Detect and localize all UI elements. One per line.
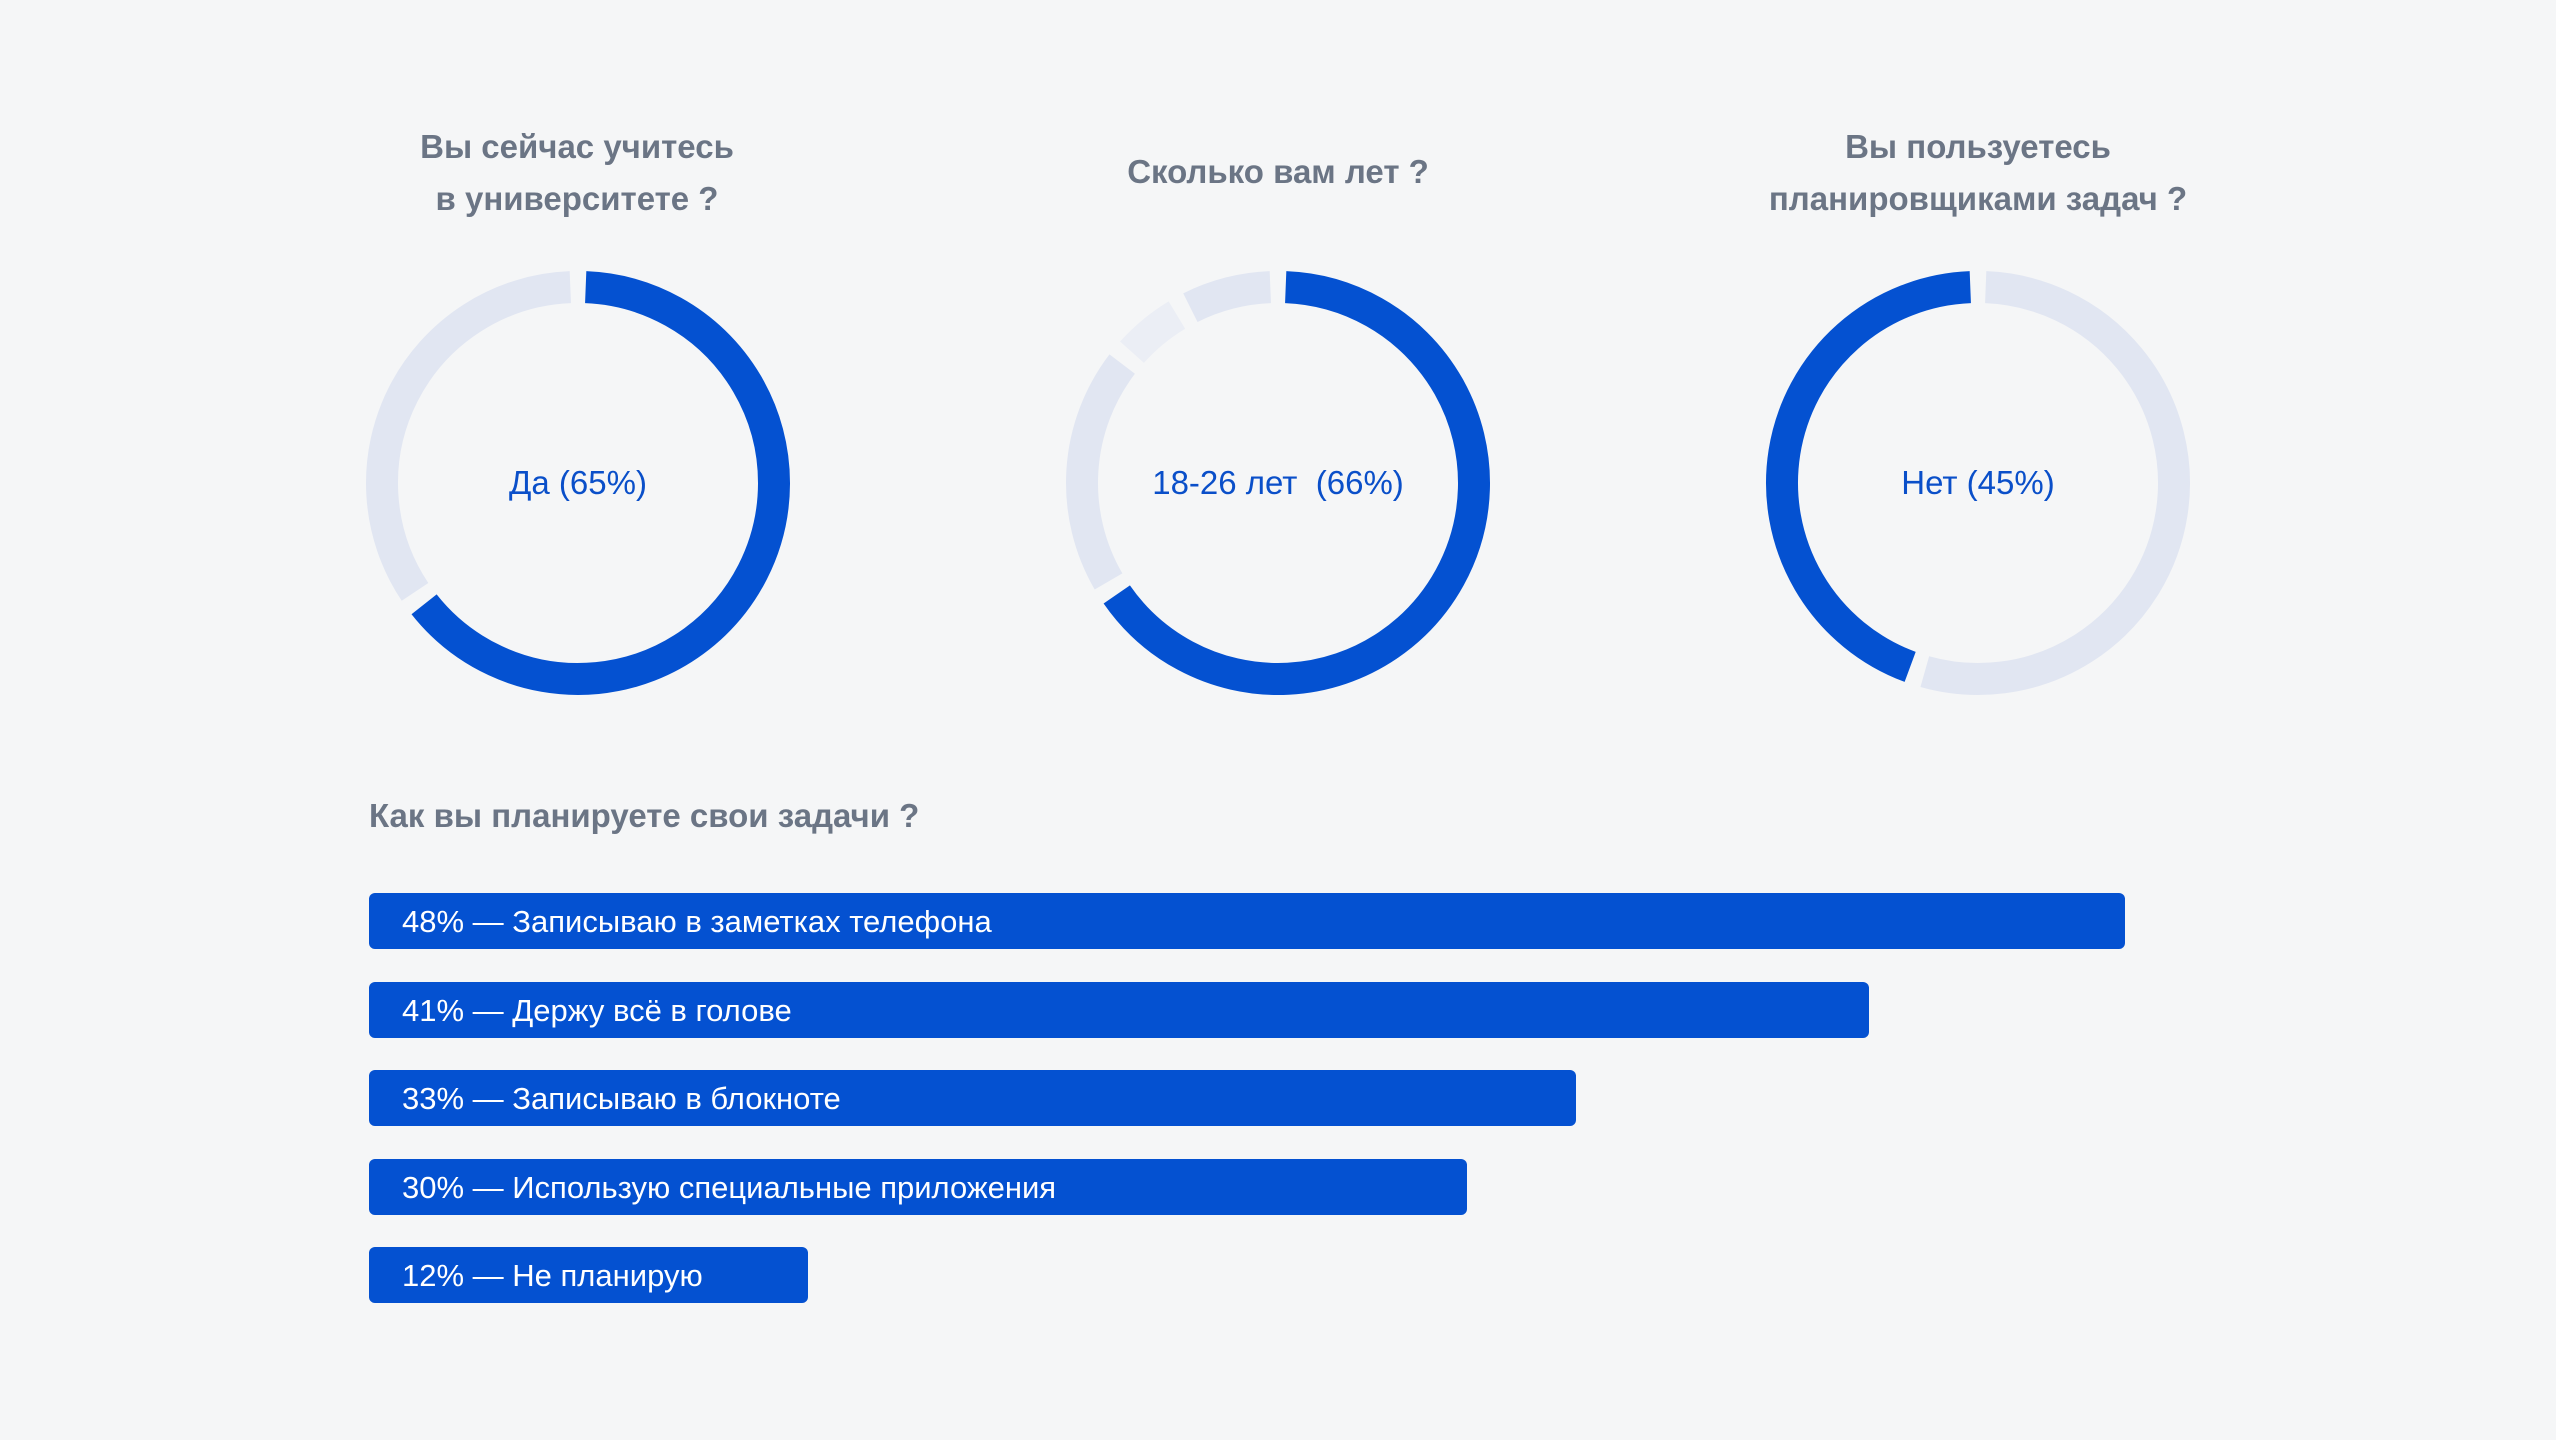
bar-row: 48% — Записываю в заметках телефона	[369, 893, 2229, 949]
bar-4	[369, 1158, 1467, 1215]
bar-row: 41% — Держу всё в голове	[369, 981, 2229, 1038]
donut-3-slice-1	[1920, 271, 2190, 695]
donut-3-title: Вы пользуетесь планировщиками задач ?	[1768, 128, 2188, 217]
bar-2	[369, 981, 1869, 1038]
bar-1	[369, 893, 2125, 949]
donut-1-slice-2	[366, 271, 572, 601]
bar-row: 12% — Не планирую	[369, 1247, 2229, 1303]
donut-1-title: Вы сейчас учитесь в университете ?	[420, 128, 734, 217]
donut-3-center-label: Нет (45%)	[1901, 464, 2055, 501]
donut-2-title: Сколько вам лет ?	[1127, 153, 1429, 190]
bar-chart-planning: 48% — Записываю в заметках телефона 41% —…	[369, 893, 2229, 1336]
bar-3	[369, 1070, 1577, 1126]
donut-2-slice-4	[1183, 271, 1272, 323]
bar-chart-title: Как вы планируете свои задачи ?	[369, 797, 920, 834]
donut-2-slice-3	[1120, 301, 1186, 364]
bar-5	[369, 1247, 808, 1303]
donut-1-svg	[366, 271, 790, 695]
bar-2-label: 41% — Держу всё в голове	[402, 992, 792, 1028]
donut-2-slice-1	[1103, 271, 1490, 695]
donut-3-svg	[1766, 271, 2190, 695]
donut-2-slice-2	[1066, 354, 1136, 590]
donut-1-center-label: Да (65%)	[509, 464, 647, 501]
bar-row: 33% — Записываю в блокноте	[369, 1070, 2229, 1126]
donut-3-slice-2	[1766, 271, 1971, 682]
donut-chart-planners: Нет (45%)	[1766, 271, 2190, 695]
donut-2-svg	[1066, 271, 1490, 695]
bar-3-label: 33% — Записываю в блокноте	[402, 1081, 841, 1116]
bar-1-label: 48% — Записываю в заметках телефона	[402, 904, 992, 939]
donut-chart-students: Да (65%)	[366, 271, 790, 695]
donut-1-slice-1	[411, 271, 790, 695]
donut-chart-age: 18-26 лет (66%)	[1066, 271, 1490, 695]
bar-5-label: 12% — Не планирую	[402, 1258, 703, 1293]
bar-row: 30% — Использую специальные приложения	[369, 1158, 2229, 1215]
donut-2-center-label: 18-26 лет (66%)	[1152, 464, 1404, 501]
bar-4-label: 30% — Использую специальные приложения	[402, 1169, 1057, 1205]
